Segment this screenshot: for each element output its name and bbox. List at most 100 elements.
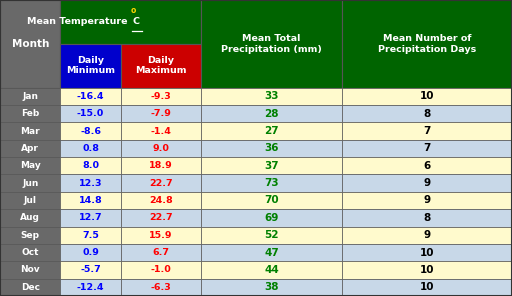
Bar — [121, 209, 201, 226]
Text: 10: 10 — [420, 282, 434, 292]
Bar — [121, 122, 201, 140]
Bar — [342, 192, 512, 209]
Text: -5.7: -5.7 — [80, 266, 101, 274]
Bar — [0, 105, 60, 122]
Text: 38: 38 — [264, 282, 279, 292]
Bar — [0, 122, 60, 140]
Bar — [201, 261, 342, 279]
Text: 14.8: 14.8 — [79, 196, 102, 205]
Text: Nov: Nov — [20, 266, 40, 274]
Text: 9.0: 9.0 — [153, 144, 169, 153]
Text: 8: 8 — [423, 213, 431, 223]
Text: Apr: Apr — [22, 144, 39, 153]
Text: 7: 7 — [423, 126, 431, 136]
Text: May: May — [20, 161, 40, 170]
Bar — [0, 209, 60, 226]
Bar — [121, 44, 201, 88]
Text: 47: 47 — [264, 247, 279, 258]
Bar — [121, 279, 201, 296]
Text: 70: 70 — [264, 195, 279, 205]
Bar — [201, 140, 342, 157]
Text: 36: 36 — [264, 143, 279, 153]
Bar — [342, 244, 512, 261]
Text: Feb: Feb — [21, 109, 39, 118]
Text: 33: 33 — [264, 91, 279, 101]
Bar — [342, 157, 512, 174]
Text: -1.4: -1.4 — [151, 126, 172, 136]
Bar — [201, 157, 342, 174]
Text: 9: 9 — [423, 178, 431, 188]
Bar — [60, 122, 121, 140]
Bar — [121, 192, 201, 209]
Bar — [121, 88, 201, 105]
Text: 24.8: 24.8 — [149, 196, 173, 205]
Text: Mean Total
Precipitation (mm): Mean Total Precipitation (mm) — [221, 34, 322, 54]
Text: -16.4: -16.4 — [77, 92, 104, 101]
Text: Sep: Sep — [20, 231, 40, 240]
Text: 6.7: 6.7 — [153, 248, 169, 257]
Bar — [342, 226, 512, 244]
Bar — [0, 88, 60, 105]
Text: 7: 7 — [423, 143, 431, 153]
Bar — [60, 88, 121, 105]
Text: C: C — [132, 17, 139, 26]
Bar — [201, 209, 342, 226]
Bar — [342, 140, 512, 157]
Bar — [0, 192, 60, 209]
Text: Daily
Maximum: Daily Maximum — [135, 56, 187, 75]
Text: o: o — [131, 6, 136, 15]
Text: -7.9: -7.9 — [151, 109, 172, 118]
Text: Jul: Jul — [24, 196, 37, 205]
Text: -15.0: -15.0 — [77, 109, 104, 118]
Text: -6.3: -6.3 — [151, 283, 172, 292]
Text: 8.0: 8.0 — [82, 161, 99, 170]
Bar — [60, 192, 121, 209]
Bar — [60, 209, 121, 226]
Bar — [342, 105, 512, 122]
Bar — [342, 261, 512, 279]
Bar — [0, 244, 60, 261]
Text: 9: 9 — [423, 195, 431, 205]
Bar — [60, 279, 121, 296]
Bar — [60, 261, 121, 279]
Bar — [0, 157, 60, 174]
Bar — [342, 209, 512, 226]
Text: Mar: Mar — [20, 126, 40, 136]
Text: Aug: Aug — [20, 213, 40, 222]
Text: 0.8: 0.8 — [82, 144, 99, 153]
Text: 10: 10 — [420, 265, 434, 275]
Text: -9.3: -9.3 — [151, 92, 172, 101]
Bar — [0, 174, 60, 192]
Text: Oct: Oct — [22, 248, 39, 257]
Bar — [201, 0, 342, 88]
Bar — [201, 174, 342, 192]
Bar — [0, 140, 60, 157]
Text: 9: 9 — [423, 230, 431, 240]
Bar — [0, 226, 60, 244]
Text: 73: 73 — [264, 178, 279, 188]
Bar — [201, 279, 342, 296]
Bar — [121, 105, 201, 122]
Text: Mean Number of
Precipitation Days: Mean Number of Precipitation Days — [378, 34, 476, 54]
Text: 18.9: 18.9 — [149, 161, 173, 170]
Text: 69: 69 — [264, 213, 279, 223]
Text: Mean Temperature: Mean Temperature — [27, 17, 131, 26]
Text: -8.6: -8.6 — [80, 126, 101, 136]
Text: 28: 28 — [264, 109, 279, 119]
Bar — [121, 261, 201, 279]
Text: 0.9: 0.9 — [82, 248, 99, 257]
Bar — [60, 157, 121, 174]
Text: 10: 10 — [420, 91, 434, 101]
Bar — [121, 226, 201, 244]
Bar — [201, 226, 342, 244]
Bar — [0, 0, 60, 88]
Text: -12.4: -12.4 — [77, 283, 104, 292]
Bar — [342, 0, 512, 88]
Bar — [121, 244, 201, 261]
Bar — [201, 105, 342, 122]
Bar — [201, 122, 342, 140]
Text: 15.9: 15.9 — [150, 231, 173, 240]
Bar — [342, 279, 512, 296]
Text: 10: 10 — [420, 247, 434, 258]
Bar — [60, 0, 201, 44]
